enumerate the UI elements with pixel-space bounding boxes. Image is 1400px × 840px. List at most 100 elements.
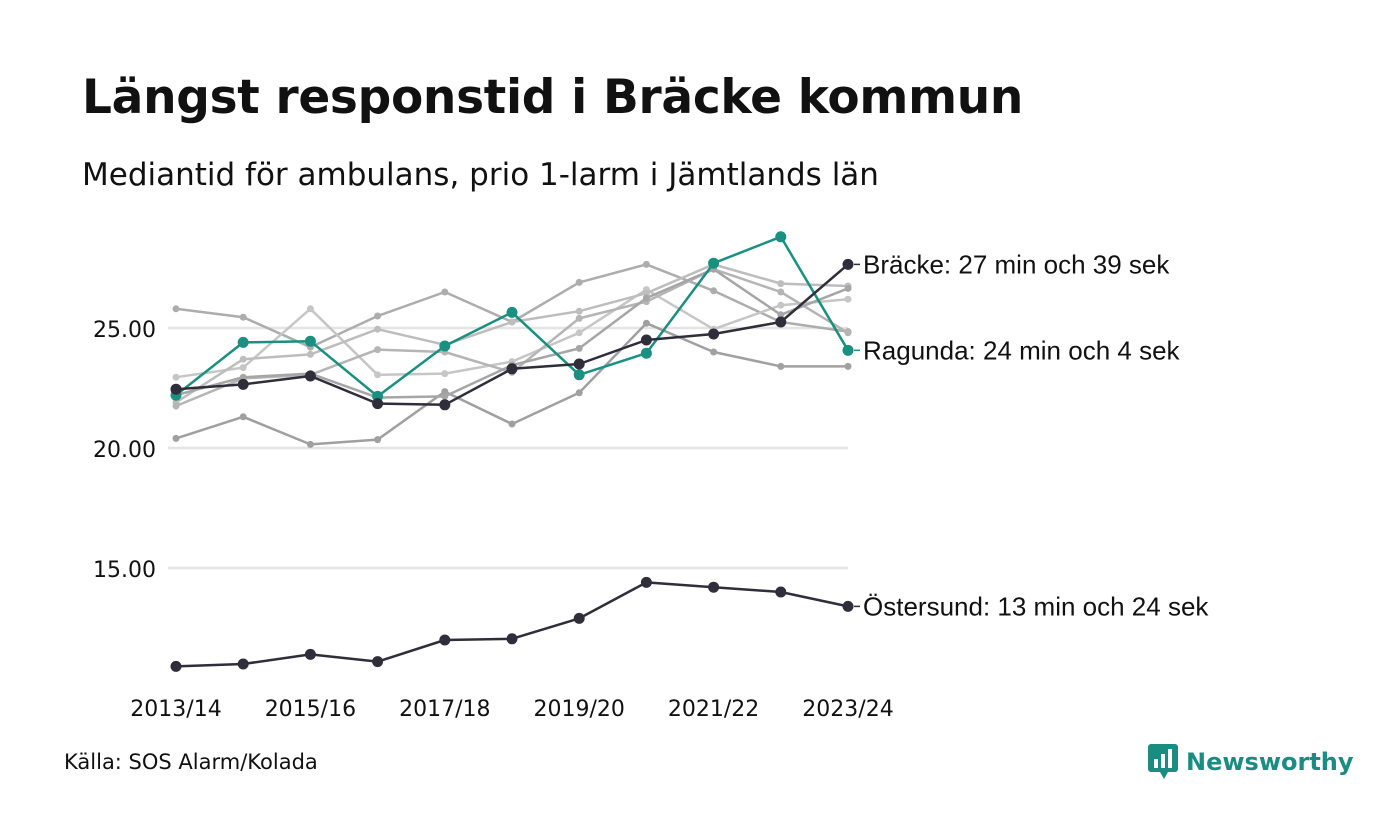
data-point: [642, 260, 650, 268]
series-path: [175, 581, 849, 668]
data-point: [172, 434, 180, 442]
data-point: [374, 346, 382, 354]
data-point: [237, 658, 249, 670]
series-end-label: Ragunda: 24 min och 4 sek: [863, 335, 1181, 365]
data-point: [575, 389, 583, 397]
data-point: [777, 288, 785, 296]
y-tick-label: 15.00: [93, 558, 156, 583]
background-series-line: [172, 260, 852, 406]
data-point: [777, 311, 785, 319]
data-point: [439, 340, 451, 352]
data-point: [642, 294, 650, 302]
x-tick-label: 2015/16: [265, 697, 356, 722]
data-point: [844, 362, 852, 370]
data-point: [575, 329, 583, 337]
series-line-br-cke: [170, 258, 854, 411]
data-point: [573, 358, 585, 370]
data-point: [372, 656, 384, 668]
series-path: [175, 263, 849, 349]
data-point: [575, 314, 583, 322]
data-point: [172, 373, 180, 381]
series-line-ragunda: [170, 231, 854, 402]
data-point: [372, 398, 384, 410]
bar-chart-speech-bubble-icon: [1148, 744, 1178, 779]
data-point: [441, 392, 449, 400]
background-series-line: [172, 265, 852, 410]
data-point: [439, 634, 451, 646]
data-point: [441, 288, 449, 296]
data-point: [374, 325, 382, 333]
data-point: [775, 231, 787, 243]
data-point: [775, 316, 787, 328]
series-end-labels: Ragunda: 24 min och 4 sek Bräcke: 27 min …: [854, 249, 1209, 621]
data-point: [170, 660, 182, 672]
data-point: [575, 344, 583, 352]
series-line--stersund: [170, 576, 854, 672]
data-point: [441, 388, 449, 396]
data-point: [777, 301, 785, 309]
data-point: [708, 257, 720, 269]
y-tick-label: 25.00: [93, 318, 156, 343]
data-point: [374, 371, 382, 379]
data-point: [239, 364, 247, 372]
data-point: [306, 440, 314, 448]
data-point: [506, 306, 518, 318]
x-tick-label: 2017/18: [399, 697, 490, 722]
data-point: [575, 307, 583, 315]
highlighted-series: [170, 231, 854, 672]
data-point: [172, 305, 180, 313]
data-point: [239, 413, 247, 421]
x-tick-label: 2021/22: [668, 697, 759, 722]
data-point: [170, 383, 182, 395]
series-path: [175, 263, 849, 407]
data-point: [508, 318, 516, 326]
data-point: [239, 373, 247, 381]
y-axis-tick-labels: 15.00 20.00 25.00: [93, 318, 156, 583]
data-point: [304, 648, 316, 660]
data-point: [844, 284, 852, 292]
data-point: [842, 258, 854, 270]
data-point: [237, 378, 249, 390]
data-point: [642, 319, 650, 327]
data-point: [842, 344, 854, 356]
data-point: [573, 612, 585, 624]
series-end-label: Östersund: 13 min och 24 sek: [863, 591, 1209, 621]
brand-name: Newsworthy: [1186, 748, 1354, 776]
data-point: [506, 363, 518, 375]
data-point: [710, 348, 718, 356]
data-point: [844, 295, 852, 303]
data-point: [239, 355, 247, 363]
source-note: Källa: SOS Alarm/Kolada: [64, 750, 318, 774]
x-tick-label: 2013/14: [130, 697, 221, 722]
data-point: [844, 329, 852, 337]
data-point: [439, 399, 451, 411]
data-point: [304, 370, 316, 382]
data-point: [775, 586, 787, 598]
series-end-label: Bräcke: 27 min och 39 sek: [863, 249, 1170, 279]
data-point: [842, 600, 854, 612]
data-point: [573, 369, 585, 381]
chart-subtitle: Mediantid för ambulans, prio 1-larm i Jä…: [82, 157, 879, 193]
data-point: [304, 335, 316, 347]
data-point: [374, 436, 382, 444]
x-tick-label: 2023/24: [802, 697, 893, 722]
background-series: [172, 260, 852, 448]
data-point: [777, 280, 785, 288]
data-point: [306, 350, 314, 358]
data-point: [239, 313, 247, 321]
gridlines: [168, 326, 848, 570]
newsworthy-logo: Newsworthy: [1148, 744, 1354, 780]
data-point: [374, 312, 382, 320]
data-point: [777, 362, 785, 370]
data-point: [237, 336, 249, 348]
data-point: [710, 287, 718, 295]
data-point: [708, 581, 720, 593]
data-point: [642, 289, 650, 297]
x-axis-tick-labels: 2013/14 2015/16 2017/18 2019/20 2021/22 2023/…: [130, 697, 893, 722]
background-series-line: [172, 319, 852, 448]
data-point: [508, 420, 516, 428]
data-point: [306, 305, 314, 313]
y-tick-label: 20.00: [93, 438, 156, 463]
data-point: [640, 347, 652, 359]
